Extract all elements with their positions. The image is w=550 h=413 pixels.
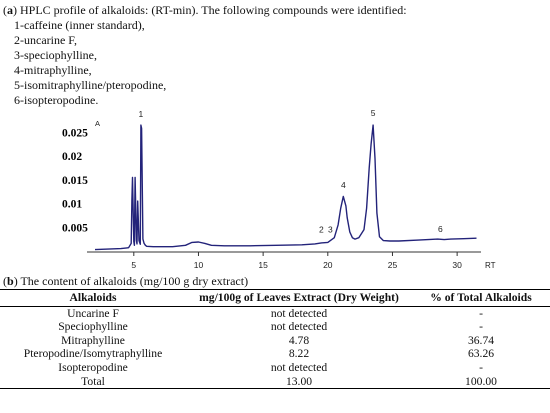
- x-tick-label: 15: [258, 260, 268, 270]
- cell-alkaloid: Pteropodine/Isomytraphylline: [23, 347, 163, 361]
- peak-label: 3: [328, 224, 333, 234]
- header-percent-total: % of Total Alkaloids: [412, 289, 550, 307]
- cell-amount: 8.22: [288, 347, 310, 361]
- panel-b-label: b: [7, 274, 14, 288]
- table-row: Uncarine F not detected -: [0, 306, 550, 320]
- cell-alkaloid: Isopteropodine: [58, 360, 128, 374]
- peak-label: 4: [341, 180, 346, 190]
- cell-alkaloid: Speciophylline: [58, 320, 128, 334]
- cell-amount: not detected: [270, 360, 328, 374]
- hplc-chromatogram: 5 10 15 20 25 30 RT A 0.025 0.02 0.015 0.01 0.005 1 2 3…: [62, 108, 496, 270]
- compound-item-4: 4-mitraphylline,: [14, 63, 92, 77]
- panel-a-caption-text: HPLC profile of alkaloids: (RT-min). The…: [20, 3, 407, 17]
- peak-label: 1: [139, 109, 144, 119]
- panel-a-label: a: [7, 3, 13, 17]
- x-tick-label: 10: [194, 260, 204, 270]
- cell-alkaloid: Total: [0, 374, 186, 390]
- compound-item-3: 3-speciophylline,: [14, 48, 97, 62]
- table-row: Speciophylline not detected -: [0, 320, 550, 334]
- table-row: Pteropodine/Isomytraphylline 8.22 63.26: [0, 347, 550, 361]
- cell-percent: 63.26: [467, 347, 495, 361]
- table-row: Mitraphylline 4.78 36.74: [0, 334, 550, 348]
- cell-percent: -: [479, 306, 483, 320]
- y-tick-label: 0.015: [62, 175, 88, 187]
- y-axis-label: A: [95, 119, 100, 128]
- panel-a-caption: (a) HPLC profile of alkaloids: (RT-min).…: [3, 3, 407, 17]
- y-tick-label: 0.02: [62, 151, 82, 163]
- compound-item-5: 5-isomitraphylline/pteropodine,: [14, 78, 167, 92]
- cell-percent: -: [479, 360, 483, 374]
- y-tick-label: 0.005: [62, 222, 88, 234]
- y-tick-label: 0.025: [62, 127, 88, 139]
- table-row: Isopteropodine not detected -: [0, 361, 550, 375]
- compound-item-1: 1-caffeine (inner standard),: [14, 18, 145, 32]
- compound-item-6: 6-isopteropodine.: [14, 93, 99, 107]
- cell-percent: 100.00: [412, 374, 550, 390]
- x-tick-label: 25: [388, 260, 398, 270]
- x-tick-label: 5: [131, 260, 136, 270]
- cell-percent: -: [479, 320, 483, 334]
- cell-percent: 36.74: [467, 333, 495, 347]
- cell-amount: 4.78: [288, 333, 310, 347]
- peak-label: 5: [371, 108, 376, 118]
- cell-alkaloid: Mitraphylline: [61, 333, 125, 347]
- panel-b-caption: (b) The content of alkaloids (mg/100 g d…: [3, 274, 249, 288]
- x-tick-label: 20: [323, 260, 333, 270]
- alkaloid-content-table: Alkaloids mg/100g of Leaves Extract (Dry…: [0, 289, 550, 390]
- peak-label: 6: [438, 224, 443, 234]
- cell-alkaloid: Uncarine F: [67, 306, 119, 320]
- panel-b-caption-text: The content of alkaloids (mg/100 g dry e…: [20, 274, 249, 288]
- x-axis-label: RT: [485, 261, 496, 270]
- header-alkaloids: Alkaloids: [0, 289, 186, 307]
- header-mg-per-100g: mg/100g of Leaves Extract (Dry Weight): [186, 289, 412, 307]
- x-tick-label: 30: [452, 260, 462, 270]
- table-header-row: Alkaloids mg/100g of Leaves Extract (Dry…: [0, 289, 550, 307]
- table-row-total: Total 13.00 100.00: [0, 374, 550, 390]
- peak-label: 2: [319, 224, 324, 234]
- compound-item-2: 2-uncarine F,: [14, 33, 78, 47]
- cell-amount: not detected: [270, 320, 328, 334]
- chromatogram-trace: [94, 124, 477, 251]
- cell-amount: 13.00: [186, 374, 412, 390]
- cell-amount: not detected: [270, 306, 328, 320]
- y-tick-label: 0.01: [62, 199, 82, 211]
